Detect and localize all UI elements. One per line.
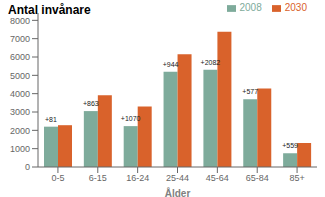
- svg-text:6-15: 6-15: [89, 173, 107, 183]
- svg-text:0-5: 0-5: [51, 173, 64, 183]
- svg-text:Ålder: Ålder: [165, 187, 191, 197]
- svg-text:0: 0: [25, 162, 30, 172]
- svg-text:25-44: 25-44: [166, 173, 189, 183]
- svg-text:7000: 7000: [10, 34, 30, 44]
- svg-text:6000: 6000: [10, 52, 30, 62]
- svg-text:5000: 5000: [10, 71, 30, 81]
- svg-text:1000: 1000: [10, 144, 30, 154]
- svg-text:+1070: +1070: [121, 115, 141, 122]
- html-text:2030: 2030: [284, 2, 307, 13]
- svg-text:+577: +577: [242, 88, 258, 95]
- svg-text:65-84: 65-84: [246, 173, 269, 183]
- svg-text:85+: 85+: [289, 173, 304, 183]
- html-text:2008: 2008: [239, 2, 262, 13]
- svg-text:3000: 3000: [10, 107, 30, 117]
- svg-text:+863: +863: [83, 100, 99, 107]
- html-text:Antal invånare: Antal invånare: [8, 3, 91, 17]
- svg-text:45-64: 45-64: [206, 173, 229, 183]
- svg-text:+944: +944: [163, 61, 179, 68]
- svg-text:8000: 8000: [10, 16, 30, 26]
- svg-text:+2082: +2082: [201, 59, 221, 66]
- svg-text:2000: 2000: [10, 126, 30, 136]
- svg-text:16-24: 16-24: [126, 173, 149, 183]
- svg-text:4000: 4000: [10, 89, 30, 99]
- svg-text:+559: +559: [282, 142, 298, 149]
- svg-text:+81: +81: [45, 116, 57, 123]
